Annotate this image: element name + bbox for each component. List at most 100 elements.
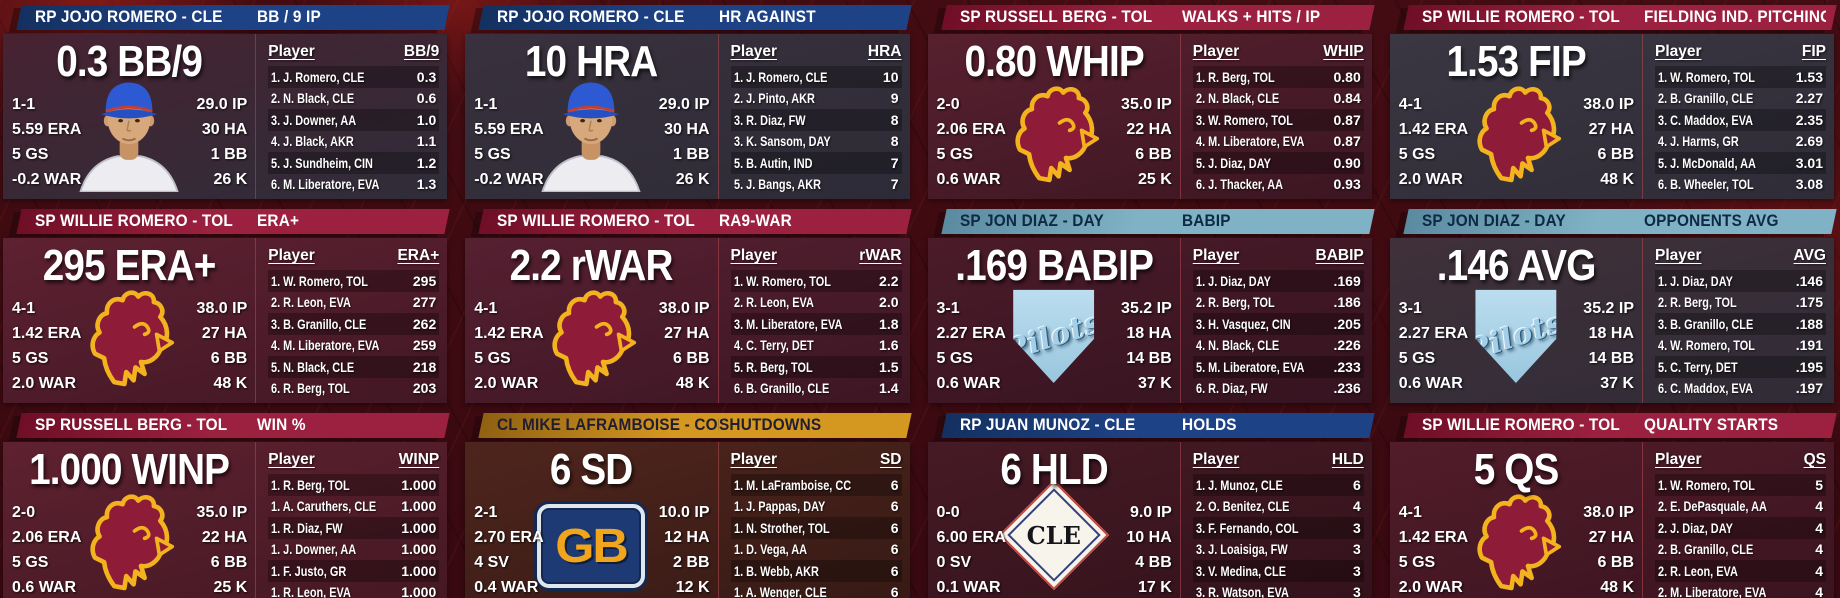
- leaderboard-player-column-header[interactable]: Player: [730, 43, 778, 60]
- leaderboard-row[interactable]: 2. N. Black, CLE 0.84: [1193, 88, 1364, 110]
- leaderboard-player-name[interactable]: 1. R. Diaz, FW: [271, 519, 343, 536]
- leaderboard-row[interactable]: 5. C. Terry, DET .195: [1655, 356, 1826, 378]
- leaderboard-player-name[interactable]: 1. D. Vega, AA: [733, 541, 807, 558]
- leaderboard-row[interactable]: 2. J. Diaz, DAY 4: [1655, 517, 1826, 539]
- leaderboard-player-name[interactable]: 1. W. Romero, TOL: [1658, 476, 1755, 493]
- leaderboard-player-name[interactable]: 3. M. Liberatore, EVA: [733, 315, 842, 332]
- leaderboard-row[interactable]: 3. R. Diaz, FW 8: [730, 109, 902, 131]
- leaderboard-row[interactable]: 1. W. Romero, TOL 5: [1655, 474, 1826, 496]
- leaderboard-player-name[interactable]: 3. B. Granillo, CLE: [1658, 315, 1754, 332]
- leaderboard-row[interactable]: 6. C. Maddox, EVA .197: [1655, 378, 1826, 400]
- panel-category-header[interactable]: FIELDING IND. PITCHING: [1644, 8, 1826, 26]
- leaderboard-player-name[interactable]: 6. R. Diaz, FW: [1195, 380, 1268, 397]
- leaderboard-row[interactable]: 1. J. Romero, CLE 10: [730, 66, 902, 88]
- leaderboard-player-name[interactable]: 4. J. Harms, GR: [1658, 133, 1739, 150]
- leaderboard-player-column-header[interactable]: Player: [730, 247, 778, 264]
- leaderboard-row[interactable]: 1. A. Caruthers, CLE 1.000: [268, 496, 439, 518]
- leaderboard-player-column-header[interactable]: Player: [1655, 247, 1702, 264]
- panel-player-header[interactable]: SP WILLIE ROMERO - TOL: [1421, 416, 1620, 434]
- leaderboard-row[interactable]: 3. B. Granillo, CLE 262: [268, 313, 440, 335]
- leaderboard-row[interactable]: 3. V. Medina, CLE 3: [1192, 560, 1364, 582]
- leaderboard-value-column-header[interactable]: SD: [879, 451, 902, 468]
- leaderboard-row[interactable]: 4. W. Romero, TOL .191: [1655, 335, 1826, 357]
- panel-player-header[interactable]: CL MIKE LAFRAMBOISE - COL: [497, 416, 720, 434]
- leaderboard-value-column-header[interactable]: HRA: [867, 43, 902, 60]
- leaderboard-row[interactable]: 3. J. Loaisiga, FW 3: [1193, 539, 1364, 561]
- leaderboard-player-name[interactable]: 6. B. Granillo, CLE: [733, 380, 829, 397]
- leaderboard-player-column-header[interactable]: Player: [268, 247, 315, 264]
- leaderboard-player-name[interactable]: 1. A. Wenger, CLE: [733, 584, 827, 598]
- leaderboard-player-name[interactable]: 3. B. Granillo, CLE: [271, 315, 367, 332]
- leaderboard-row[interactable]: 6. B. Granillo, CLE 1.4: [731, 378, 902, 400]
- leaderboard-row[interactable]: 4. J. Harms, GR 2.69: [1655, 131, 1826, 153]
- leaderboard-player-name[interactable]: 3. V. Medina, CLE: [1195, 562, 1286, 579]
- leaderboard-player-name[interactable]: 1. W. Romero, TOL: [271, 272, 369, 289]
- leaderboard-player-name[interactable]: 2. R. Berg, TOL: [1195, 294, 1275, 311]
- leaderboard-player-name[interactable]: 1. J. Romero, CLE: [271, 68, 365, 85]
- leaderboard-player-name[interactable]: 1. J. Munoz, CLE: [1195, 476, 1283, 493]
- panel-player-header[interactable]: SP WILLIE ROMERO - TOL: [1421, 8, 1620, 26]
- leaderboard-row[interactable]: 2. B. Granillo, CLE 4: [1655, 539, 1826, 561]
- leaderboard-player-name[interactable]: 1. W. Romero, TOL: [1658, 68, 1755, 85]
- panel-category-header[interactable]: BABIP: [1181, 212, 1231, 230]
- leaderboard-player-name[interactable]: 6. J. Thacker, AA: [1195, 176, 1283, 193]
- leaderboard-player-column-header[interactable]: Player: [1192, 451, 1240, 468]
- leaderboard-player-name[interactable]: 2. R. Leon, EVA: [733, 294, 814, 311]
- leaderboard-row[interactable]: 3. W. Romero, TOL 0.87: [1192, 109, 1364, 131]
- leaderboard-player-name[interactable]: 1. J. Pappas, DAY: [733, 498, 825, 515]
- leaderboard-value-column-header[interactable]: AVG: [1793, 247, 1826, 264]
- leaderboard-player-column-header[interactable]: Player: [1655, 451, 1702, 468]
- leaderboard-row[interactable]: 1. J. Romero, CLE 0.3: [268, 66, 440, 88]
- leaderboard-player-name[interactable]: 4. N. Black, CLE: [1195, 337, 1279, 354]
- leaderboard-row[interactable]: 5. J. McDonald, AA 3.01: [1655, 152, 1826, 174]
- leaderboard-row[interactable]: 5. B. Autin, IND 7: [730, 152, 902, 174]
- leaderboard-player-name[interactable]: 1. A. Caruthers, CLE: [271, 498, 377, 515]
- leaderboard-row[interactable]: 4. J. Black, AKR 1.1: [268, 131, 439, 153]
- leaderboard-player-name[interactable]: 1. W. Romero, TOL: [733, 272, 831, 289]
- leaderboard-row[interactable]: 1. R. Leon, EVA 1.000: [268, 582, 439, 598]
- leaderboard-row[interactable]: 6. B. Wheeler, TOL 3.08: [1655, 174, 1826, 196]
- leaderboard-row[interactable]: 2. R. Berg, TOL .186: [1193, 292, 1364, 314]
- leaderboard-player-name[interactable]: 1. J. Romero, CLE: [733, 68, 827, 85]
- leaderboard-row[interactable]: 1. R. Berg, TOL 0.80: [1192, 66, 1364, 88]
- leaderboard-value-column-header[interactable]: BB/9: [403, 43, 440, 60]
- leaderboard-player-name[interactable]: 5. R. Berg, TOL: [733, 358, 813, 375]
- leaderboard-player-column-header[interactable]: Player: [1655, 43, 1702, 60]
- leaderboard-player-name[interactable]: 3. W. Romero, TOL: [1195, 111, 1293, 128]
- leaderboard-value-column-header[interactable]: QS: [1803, 451, 1826, 468]
- leaderboard-player-name[interactable]: 1. M. LaFramboise, CC: [733, 476, 851, 493]
- leaderboard-player-column-header[interactable]: Player: [268, 43, 315, 60]
- panel-category-header[interactable]: BB / 9 IP: [257, 8, 322, 26]
- leaderboard-row[interactable]: 6. J. Thacker, AA 0.93: [1193, 174, 1364, 196]
- leaderboard-player-column-header[interactable]: Player: [1192, 43, 1240, 60]
- panel-category-header[interactable]: HOLDS: [1181, 416, 1237, 434]
- leaderboard-row[interactable]: 6. R. Diaz, FW .236: [1193, 378, 1364, 400]
- leaderboard-row[interactable]: 5. J. Diaz, DAY 0.90: [1192, 152, 1364, 174]
- leaderboard-player-name[interactable]: 4. J. Black, AKR: [271, 133, 355, 150]
- leaderboard-player-name[interactable]: 1. F. Justo, GR: [271, 562, 347, 579]
- leaderboard-row[interactable]: 1. F. Justo, GR 1.000: [268, 560, 440, 582]
- panel-player-header[interactable]: SP WILLIE ROMERO - TOL: [35, 212, 233, 230]
- leaderboard-player-name[interactable]: 5. C. Terry, DET: [1658, 358, 1738, 375]
- leaderboard-row[interactable]: 1. W. Romero, TOL 1.53: [1655, 66, 1826, 88]
- panel-category-header[interactable]: ERA+: [257, 212, 300, 230]
- panel-category-header[interactable]: WIN %: [257, 416, 307, 434]
- leaderboard-player-name[interactable]: 5. B. Autin, IND: [733, 154, 812, 171]
- panel-player-header[interactable]: SP RUSSELL BERG - TOL: [959, 8, 1152, 26]
- leaderboard-row[interactable]: 3. M. Liberatore, EVA 1.8: [730, 313, 902, 335]
- leaderboard-row[interactable]: 1. D. Vega, AA 6: [731, 539, 902, 561]
- leaderboard-row[interactable]: 1. J. Pappas, DAY 6: [731, 496, 902, 518]
- panel-player-header[interactable]: SP JON DIAZ - DAY: [959, 212, 1104, 230]
- leaderboard-player-name[interactable]: 3. F. Fernando, COL: [1195, 519, 1299, 536]
- leaderboard-row[interactable]: 1. J. Diaz, DAY .146: [1655, 270, 1826, 292]
- leaderboard-value-column-header[interactable]: WINP: [398, 451, 440, 468]
- leaderboard-player-name[interactable]: 2. B. Granillo, CLE: [1658, 541, 1754, 558]
- leaderboard-row[interactable]: 5. J. Sundheim, CIN 1.2: [268, 152, 440, 174]
- panel-category-header[interactable]: WALKS + HITS / IP: [1181, 8, 1321, 26]
- panel-player-header[interactable]: SP RUSSELL BERG - TOL: [35, 416, 228, 434]
- leaderboard-player-name[interactable]: 5. J. Bangs, AKR: [733, 176, 821, 193]
- leaderboard-player-name[interactable]: 3. J. Loaisiga, FW: [1195, 541, 1288, 558]
- leaderboard-player-name[interactable]: 5. N. Black, CLE: [271, 358, 355, 375]
- leaderboard-player-name[interactable]: 2. J. Pinto, AKR: [733, 90, 815, 107]
- leaderboard-row[interactable]: 3. J. Downer, AA 1.0: [268, 109, 440, 131]
